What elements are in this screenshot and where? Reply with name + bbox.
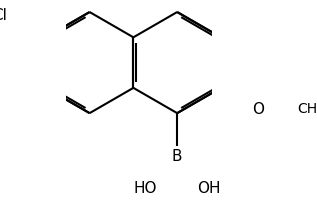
Text: Cl: Cl	[0, 8, 7, 23]
Text: HO: HO	[133, 181, 157, 196]
Text: O: O	[252, 102, 264, 117]
Text: CH₃: CH₃	[297, 102, 317, 116]
Text: OH: OH	[197, 181, 221, 196]
Text: B: B	[172, 149, 182, 164]
